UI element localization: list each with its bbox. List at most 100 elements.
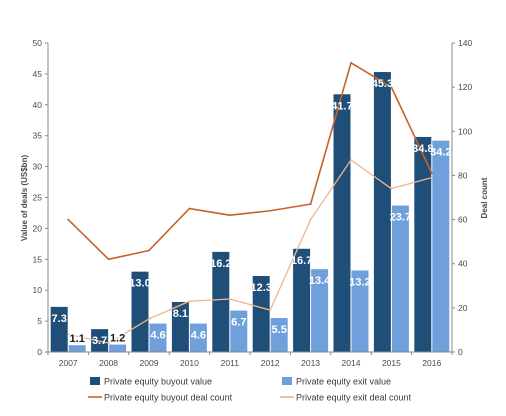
legend-item-buyout-count: Private equity buyout deal count (88, 393, 233, 403)
y-left-tick-label: 25 (33, 193, 43, 203)
x-tick-label: 2013 (301, 358, 320, 368)
bar-buyout-value (252, 275, 270, 352)
y-right-tick-label: 40 (458, 259, 468, 269)
bar-label-buyout-value: 16.7 (291, 255, 312, 267)
bar-label-exit-value: 4.6 (191, 330, 206, 342)
bar-label-buyout-value: 13.0 (129, 278, 150, 290)
x-tick-label: 2015 (382, 358, 401, 368)
y-axis-right-title: Deal count (480, 177, 489, 218)
bar-labels: 7.3 3.7 13.0 8.1 16.2 12.3 16.7 41.7 45.3 34.8 1.1… (52, 78, 452, 347)
point-exit-deal-count (148, 317, 150, 320)
legend-item-exit-count: Private equity exit deal count (280, 393, 412, 403)
bar-buyout-value (333, 94, 351, 352)
y-left-tick-label: 0 (37, 347, 42, 357)
y-right-tick-label: 80 (458, 170, 468, 180)
line-exit-deal-count (68, 159, 432, 344)
point-exit-deal-count (228, 298, 231, 300)
point-buyout-deal-count (430, 172, 433, 175)
x-tick-label: 2010 (180, 358, 199, 368)
bar-label-exit-value: 34.2 (430, 147, 451, 159)
legend: Private equity buyout value Private equi… (88, 377, 412, 403)
bar-label-buyout-value: 41.7 (331, 100, 352, 112)
bars (50, 72, 450, 353)
point-exit-deal-count (107, 342, 110, 345)
y-right-tick-label: 100 (458, 126, 472, 136)
bar-buyout-value (373, 72, 391, 353)
point-exit-deal-count (188, 300, 191, 303)
y-right-tick-label: 20 (458, 303, 468, 313)
bar-exit-value (149, 323, 167, 352)
bar-label-exit-value: 13.2 (349, 276, 370, 288)
bar-label-exit-value: 13.4 (309, 275, 331, 287)
bar-label-buyout-value: 16.2 (210, 258, 231, 270)
point-exit-deal-count (350, 159, 352, 161)
bar-buyout-value (131, 271, 149, 352)
y-right-tick-label: 60 (458, 215, 468, 225)
x-tick-label: 2009 (140, 358, 159, 368)
point-buyout-deal-count (107, 258, 110, 261)
bar-label-buyout-value: 8.1 (173, 308, 188, 320)
point-exit-deal-count (430, 176, 433, 179)
legend-label-buyout-value: Private equity buyout value (104, 377, 212, 387)
legend-label-exit-value: Private equity exit value (296, 377, 391, 387)
point-buyout-deal-count (148, 249, 150, 252)
point-buyout-deal-count (67, 218, 70, 221)
legend-swatch-buyout-value (90, 377, 100, 385)
bar-label-exit-value: 23.7 (390, 212, 411, 224)
bar-label-buyout-value: 34.8 (412, 143, 433, 155)
bar-exit-value (109, 344, 127, 352)
point-exit-deal-count (269, 309, 272, 311)
bar-buyout-value (212, 251, 230, 352)
bar-exit-value (311, 269, 329, 352)
legend-swatch-exit-value (282, 377, 292, 385)
y-left-tick-label: 20 (33, 223, 43, 233)
bar-buyout-value (171, 301, 189, 352)
bar-exit-value (189, 323, 207, 352)
y-axis-left-ticks: 0 5 10 15 20 25 30 35 40 45 50 (33, 38, 48, 357)
y-left-tick-label: 50 (33, 38, 43, 48)
bar-label-exit-value: 6.7 (231, 317, 246, 329)
bar-label-buyout-value: 7.3 (52, 313, 67, 325)
bar-exit-value (432, 140, 450, 352)
y-left-tick-label: 10 (33, 285, 43, 295)
y-left-tick-label: 35 (33, 131, 43, 141)
bar-exit-value (391, 205, 409, 352)
y-left-tick-label: 40 (33, 100, 43, 110)
y-left-tick-label: 15 (33, 254, 43, 264)
lines (67, 61, 433, 345)
point-exit-deal-count (67, 333, 70, 336)
bar-label-exit-value: 5.5 (272, 324, 287, 336)
bar-label-buyout-value: 3.7 (92, 335, 107, 347)
legend-label-exit-count: Private equity exit deal count (296, 393, 412, 403)
x-tick-label: 2008 (99, 358, 118, 368)
legend-item-exit-value: Private equity exit value (282, 377, 391, 387)
legend-label-buyout-count: Private equity buyout deal count (104, 393, 233, 403)
bar-label-buyout-value: 45.3 (372, 78, 393, 90)
bar-exit-value (351, 270, 369, 352)
x-axis-ticks: 2007 2008 2009 2010 2011 2012 2013 2014 2015 2016 (47, 352, 453, 368)
point-buyout-deal-count (269, 209, 272, 212)
point-buyout-deal-count (390, 86, 393, 89)
point-buyout-deal-count (309, 203, 312, 206)
x-tick-label: 2014 (342, 358, 361, 368)
bar-buyout-value (50, 306, 68, 352)
bar-label-exit-value: 1.1 (70, 333, 85, 345)
point-buyout-deal-count (188, 207, 191, 210)
x-tick-label: 2011 (221, 358, 240, 368)
x-tick-label: 2016 (422, 358, 441, 368)
y-right-tick-label: 120 (458, 82, 472, 92)
x-tick-label: 2012 (261, 358, 280, 368)
y-axis-right-ticks: 0 20 40 60 80 100 120 140 (452, 38, 472, 357)
y-left-tick-label: 45 (33, 69, 43, 79)
y-right-tick-label: 140 (458, 38, 472, 48)
bar-buyout-value (414, 136, 432, 352)
legend-item-buyout-value: Private equity buyout value (90, 377, 212, 387)
y-right-tick-label: 0 (458, 347, 463, 357)
bar-label-exit-value: 4.6 (150, 330, 165, 342)
point-exit-deal-count (309, 218, 312, 221)
bar-exit-value (270, 318, 288, 352)
bar-label-buyout-value: 12.3 (250, 282, 271, 294)
point-exit-deal-count (390, 187, 393, 190)
bar-exit-value (68, 345, 86, 352)
